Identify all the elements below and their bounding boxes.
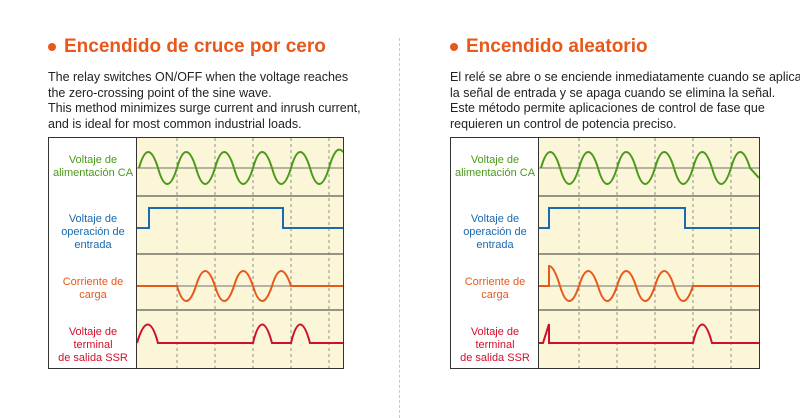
waveform-svg <box>137 138 343 368</box>
zero-cross-panel: Encendido de cruce por cero The relay sw… <box>0 0 380 418</box>
signal-labels: Voltaje de alimentación CA Voltaje de oper… <box>451 138 539 368</box>
output-voltage-wave <box>539 323 759 344</box>
random-turn-on-timing-diagram: Voltaje de alimentación CA Voltaje de oper… <box>450 137 760 369</box>
input-voltage-wave <box>137 207 343 229</box>
description-line: and is ideal for most common industrial … <box>48 116 302 131</box>
output-voltage-label: Voltaje de terminal de salida SSR <box>58 326 128 364</box>
panel-divider <box>399 38 400 418</box>
waveform-svg <box>539 138 759 368</box>
supply-voltage-wave <box>138 148 343 185</box>
description-line: This method minimizes surge current and … <box>48 101 361 115</box>
random-turn-on-title: Encendido aleatorio <box>466 36 648 57</box>
bullet-icon <box>450 43 458 51</box>
waveform-area <box>539 138 759 368</box>
description-line: The relay switches ON/OFF when the volta… <box>48 70 349 84</box>
random-turn-on-description: El relé se abre o se enciende inmediatam… <box>450 70 800 132</box>
description-line: Este método permite aplicaciones de cont… <box>450 101 765 115</box>
input-voltage-wave <box>539 207 759 229</box>
load-current-label: Corriente de carga <box>464 276 526 301</box>
description-line: El relé se abre o se enciende inmediatam… <box>450 70 800 84</box>
description-line: la señal de entrada y se apaga cuando se… <box>450 85 776 100</box>
random-turn-on-heading: Encendido aleatorio <box>450 36 648 58</box>
zero-cross-heading: Encendido de cruce por cero <box>48 36 326 58</box>
random-turn-on-panel: Encendido aleatorio El relé se abre o se… <box>420 0 800 418</box>
description-line: the zero-crossing point of the sine wave… <box>48 85 272 100</box>
zero-cross-description: The relay switches ON/OFF when the volta… <box>48 70 378 132</box>
supply-voltage-label: Voltaje de alimentación CA <box>454 154 536 179</box>
load-current-wave <box>539 264 759 302</box>
load-current-wave <box>137 270 343 302</box>
description-line: requieren un control de potencia preciso… <box>450 116 677 131</box>
zero-cross-timing-diagram: Voltaje de alimentación CA Voltaje de oper… <box>48 137 344 369</box>
output-voltage-wave <box>137 323 343 344</box>
input-voltage-label: Voltaje de operación de entrada <box>61 213 125 251</box>
supply-voltage-label: Voltaje de alimentación CA <box>52 154 134 179</box>
input-voltage-label: Voltaje de operación de entrada <box>463 213 527 251</box>
output-voltage-label: Voltaje de terminal de salida SSR <box>460 326 530 364</box>
load-current-label: Corriente de carga <box>62 276 124 301</box>
supply-voltage-wave <box>540 151 759 185</box>
waveform-area <box>137 138 343 368</box>
signal-labels: Voltaje de alimentación CA Voltaje de oper… <box>49 138 137 368</box>
bullet-icon <box>48 43 56 51</box>
zero-cross-title: Encendido de cruce por cero <box>64 36 326 57</box>
